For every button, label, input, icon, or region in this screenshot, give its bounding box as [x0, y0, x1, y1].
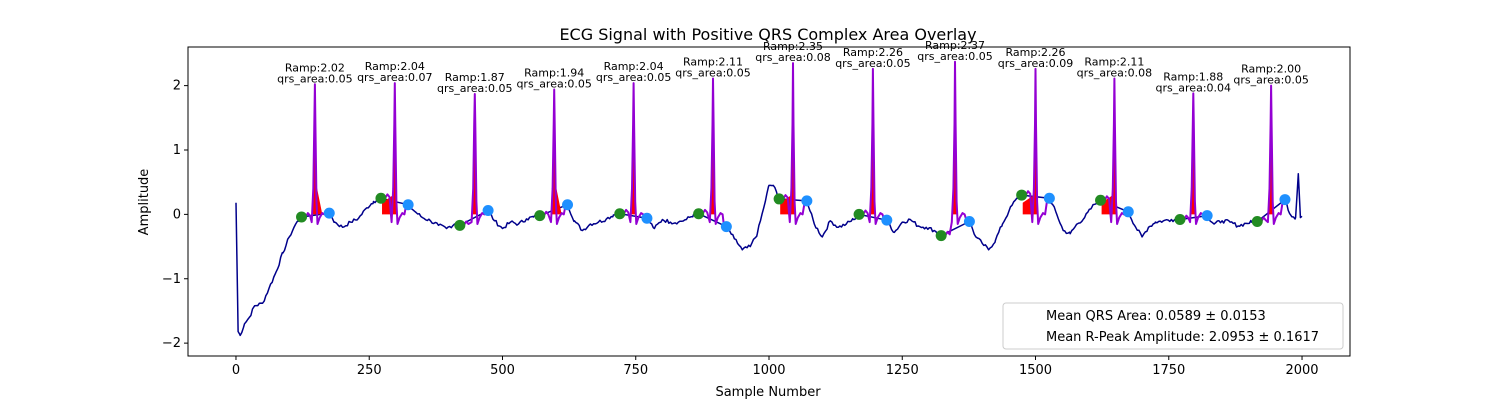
qrs-area-label: qrs_area:0.07	[357, 71, 432, 84]
qrs-offset-marker	[963, 215, 975, 227]
qrs-segment-line	[459, 93, 489, 228]
qrs-offset-marker	[1122, 206, 1134, 218]
qrs-segment-line	[539, 88, 569, 225]
qrs-offset-marker	[482, 205, 494, 217]
qrs-onset-marker	[614, 208, 626, 220]
y-tick-label: 1	[173, 143, 181, 158]
qrs-area-label: qrs_area:0.05	[1233, 74, 1308, 87]
qrs-offset-marker	[1201, 210, 1213, 222]
x-axis-label: Sample Number	[715, 385, 821, 400]
qrs-onset-marker	[1016, 189, 1028, 201]
qrs-offset-marker	[881, 214, 893, 226]
qrs-area-label: qrs_area:0.05	[675, 67, 750, 80]
r-peak-amplitude-label: Ramp:2.11	[1084, 56, 1144, 69]
qrs-segment-line	[1100, 77, 1129, 225]
r-peak-amplitude-label: Ramp:2.04	[604, 60, 664, 73]
qrs-offset-marker	[562, 199, 574, 211]
r-peak-amplitude-label: Ramp:2.26	[1005, 46, 1065, 59]
r-peak-amplitude-label: Ramp:2.26	[843, 46, 903, 59]
legend-entry: Mean R-Peak Amplitude: 2.0953 ± 0.1617	[1046, 330, 1319, 345]
qrs-segment-line	[940, 60, 970, 238]
qrs-onset-marker	[1095, 194, 1107, 206]
legend-entry: Mean QRS Area: 0.0589 ± 0.0153	[1046, 309, 1266, 324]
qrs-area-label: qrs_area:0.08	[755, 51, 830, 64]
axis-ticks: 0 250 500 750 1000 1250 1500 1750 2000 −2 −1 0 1 2	[162, 79, 1319, 378]
x-tick-label: 2000	[1285, 363, 1318, 378]
qrs-offset-marker	[1279, 194, 1291, 206]
qrs-onset-marker	[1174, 214, 1186, 226]
qrs-segment-line	[778, 62, 808, 225]
x-tick-label: 1750	[1152, 363, 1185, 378]
x-tick-label: 250	[357, 363, 382, 378]
qrs-segment-line	[619, 82, 648, 225]
qrs-segment-line	[1256, 84, 1286, 225]
legend: Mean QRS Area: 0.0589 ± 0.0153 Mean R-Pea…	[1002, 302, 1344, 350]
chart-title: ECG Signal with Positive QRS Complex Are…	[559, 25, 976, 44]
r-peak-amplitude-label: Ramp:2.04	[365, 60, 425, 73]
qrs-area-label: qrs_area:0.08	[1077, 67, 1152, 80]
qrs-area-label: qrs_area:0.05	[917, 50, 992, 63]
x-tick-label: 1000	[752, 363, 785, 378]
y-axis-label: Amplitude	[137, 169, 152, 236]
x-tick-label: 750	[623, 363, 648, 378]
y-tick-label: −1	[162, 272, 181, 287]
r-peak-amplitude-label: Ramp:2.35	[763, 40, 823, 53]
qrs-segment-line	[301, 83, 330, 225]
r-peak-amplitude-label: Ramp:2.37	[925, 39, 985, 52]
qrs-area-label: qrs_area:0.04	[1156, 81, 1231, 94]
r-peak-amplitude-label: Ramp:1.94	[524, 66, 584, 79]
y-tick-label: 2	[173, 79, 181, 94]
qrs-offset-marker	[720, 221, 732, 233]
qrs-segment-line	[380, 82, 409, 225]
x-tick-label: 500	[490, 363, 515, 378]
y-tick-label: 0	[173, 207, 181, 222]
qrs-offset-marker	[323, 207, 335, 219]
r-peak-amplitude-label: Ramp:2.00	[1241, 63, 1301, 76]
qrs-area-label: qrs_area:0.05	[437, 82, 512, 95]
qrs-onset-marker	[1251, 215, 1263, 227]
qrs-offset-marker	[801, 195, 813, 207]
qrs-segment-line	[698, 77, 727, 229]
qrs-onset-marker	[853, 208, 865, 220]
r-peak-amplitude-label: Ramp:2.02	[285, 61, 345, 74]
r-peak-amplitude-label: Ramp:1.88	[1163, 70, 1223, 83]
legend-box	[1002, 302, 1344, 350]
qrs-area-label: qrs_area:0.05	[596, 71, 671, 84]
qrs-offset-marker	[1043, 192, 1055, 204]
qrs-onset-marker	[935, 230, 947, 242]
qrs-onset-marker	[296, 211, 308, 223]
qrs-segment-line	[858, 67, 888, 225]
qrs-segment-line	[1021, 67, 1050, 225]
x-tick-label: 1500	[1019, 363, 1052, 378]
r-peak-amplitude-label: Ramp:2.11	[683, 56, 743, 69]
y-tick-label: −2	[162, 336, 181, 351]
r-peak-amplitude-label: Ramp:1.87	[445, 71, 505, 84]
qrs-offset-marker	[641, 212, 653, 224]
qrs-area-label: qrs_area:0.05	[277, 72, 352, 85]
qrs-onset-marker	[375, 192, 387, 204]
qrs-onset-marker	[534, 210, 546, 222]
qrs-area-label: qrs_area:0.09	[998, 57, 1073, 70]
qrs-area-label: qrs_area:0.05	[516, 77, 591, 90]
x-tick-label: 1250	[886, 363, 919, 378]
qrs-offset-marker	[402, 199, 414, 211]
qrs-onset-marker	[773, 193, 785, 205]
x-tick-label: 0	[232, 363, 240, 378]
qrs-onset-marker	[693, 208, 705, 220]
qrs-area-label: qrs_area:0.05	[835, 57, 910, 70]
qrs-segment-line	[1179, 92, 1208, 225]
qrs-onset-marker	[454, 219, 466, 231]
